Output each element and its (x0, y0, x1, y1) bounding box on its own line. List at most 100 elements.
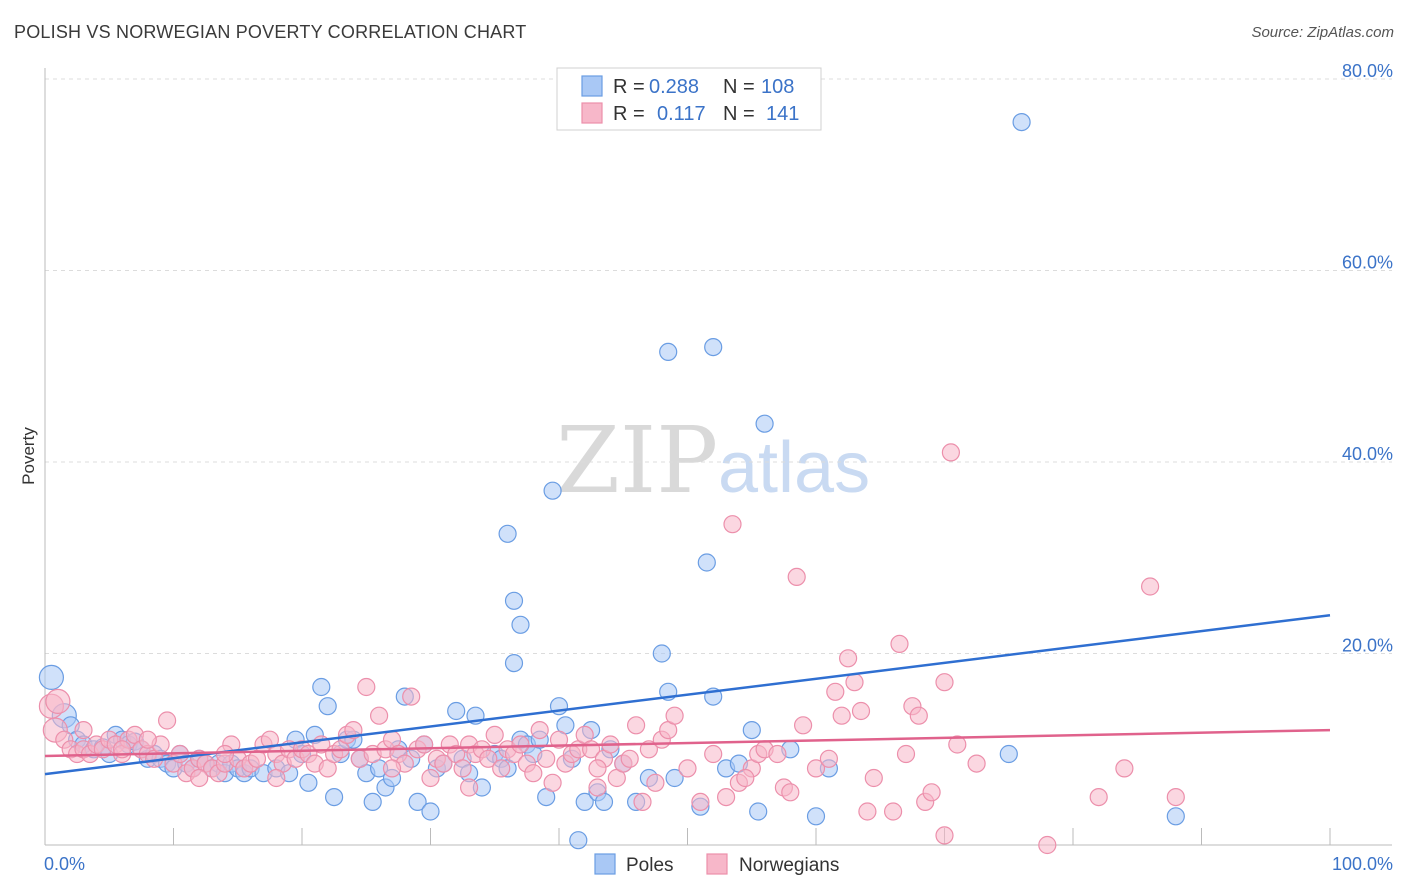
trend-line-norwegians (44, 728, 1331, 758)
pole-point (38, 664, 65, 691)
norwegian-point (543, 773, 562, 792)
pole-point (755, 414, 774, 433)
norwegian-point (267, 768, 286, 788)
norwegian-point (45, 688, 71, 715)
norwegian-point (549, 730, 569, 749)
norwegian-point (909, 706, 928, 725)
watermark-zip: ZIP (556, 407, 718, 514)
bottom-legend: Poles Norwegians (594, 853, 839, 876)
legend-r-value-poles: 0.288 (649, 76, 699, 98)
chart-title: POLISH VS NORWEGIAN POVERTY CORRELATION … (14, 22, 527, 42)
tick-labels: 20.0% 40.0% 60.0% 80.0% 0.0% 100.0% (44, 61, 1393, 874)
norwegian-point (215, 744, 234, 764)
pole-point (806, 807, 826, 826)
norwegian-point (415, 735, 434, 754)
pole-point (1166, 807, 1185, 826)
norwegian-point (421, 768, 440, 788)
norwegian-point (941, 443, 961, 462)
norwegian-point (832, 706, 851, 725)
pole-point (704, 338, 723, 357)
norwegian-point (935, 673, 954, 692)
pole-point (543, 481, 562, 500)
norwegian-point (736, 768, 755, 788)
norwegian-point (626, 716, 646, 735)
norwegian-point (883, 802, 903, 821)
x-tick-label-max: 100.0% (1332, 854, 1393, 874)
norwegian-point (158, 711, 177, 730)
norwegian-point (845, 673, 864, 692)
grid (44, 78, 1392, 845)
x-tick-label-min: 0.0% (44, 854, 85, 874)
pole-point (665, 768, 684, 788)
norwegian-point (537, 749, 556, 768)
legend-n-value-poles: 108 (761, 76, 794, 98)
pole-point (749, 802, 768, 821)
norwegian-point (826, 682, 845, 701)
watermark: ZIP atlas (556, 407, 870, 514)
norwegian-point (1166, 787, 1185, 807)
norwegian-point (896, 744, 916, 764)
bottom-legend-swatch-poles (594, 853, 616, 875)
norwegian-point (768, 744, 787, 764)
norwegian-point (678, 759, 697, 778)
norwegian-point (588, 759, 607, 778)
norwegian-point (948, 735, 967, 754)
y-axis-label: Poverty (19, 427, 38, 485)
norwegian-point (485, 725, 504, 745)
legend-box: R = 0.288 N = 108 R = 0.117 N = 141 (556, 67, 822, 131)
bottom-legend-label-norwegians: Norwegians (739, 855, 839, 876)
norwegian-point (922, 783, 941, 802)
pole-point (504, 653, 524, 673)
norwegian-point (434, 754, 453, 773)
norwegian-point (787, 567, 806, 587)
norwegian-point (357, 677, 376, 697)
pole-point (575, 792, 594, 812)
trend-line-poles (44, 613, 1331, 776)
legend-r-value-norwegians: 0.117 (657, 103, 706, 125)
norwegian-point (723, 515, 742, 534)
norwegian-point (793, 716, 813, 735)
norwegian-point (370, 706, 389, 725)
pole-point (318, 697, 337, 716)
norwegian-point (479, 749, 498, 768)
norwegian-point (511, 735, 530, 754)
pole-point (504, 591, 524, 610)
pole-point (742, 720, 761, 740)
y-tick-label: 80.0% (1342, 61, 1393, 81)
norwegian-point (665, 706, 684, 725)
norwegian-point (967, 754, 986, 773)
norwegian-point (858, 802, 877, 821)
norwegian-point (1140, 577, 1160, 596)
y-tick-label: 40.0% (1342, 444, 1393, 464)
norwegian-point (704, 744, 723, 764)
norwegian-point (588, 778, 607, 797)
norwegian-point (524, 764, 543, 783)
pole-point (498, 524, 517, 543)
pole-point (312, 677, 331, 697)
norwegian-point (1115, 759, 1134, 778)
legend-n-value-norwegians: 141 (766, 103, 799, 125)
legend-r-label-poles: R = (613, 76, 645, 98)
pole-point (447, 701, 466, 721)
legend-n-label-norwegians: N = (723, 103, 755, 125)
norwegian-point (620, 749, 639, 768)
norwegian-point (864, 768, 883, 788)
y-tick-label: 60.0% (1342, 253, 1393, 273)
pole-point (652, 644, 671, 663)
legend-swatch-norwegians (581, 102, 603, 124)
legend-r-label-norwegians: R = (613, 103, 645, 125)
pole-point (511, 615, 530, 634)
norwegian-point (691, 792, 710, 812)
norwegian-point (382, 759, 402, 778)
norwegian-point (819, 749, 839, 768)
norwegian-point (646, 773, 665, 792)
norwegian-point (633, 792, 652, 812)
chart-source: Source: ZipAtlas.com (1251, 24, 1394, 41)
norwegian-point (453, 759, 472, 778)
norwegian-point (190, 768, 209, 788)
norwegian-point (492, 759, 511, 778)
pole-point (569, 831, 588, 850)
norwegian-point (890, 634, 909, 654)
pole-point (659, 342, 678, 361)
trend-lines (44, 613, 1331, 776)
